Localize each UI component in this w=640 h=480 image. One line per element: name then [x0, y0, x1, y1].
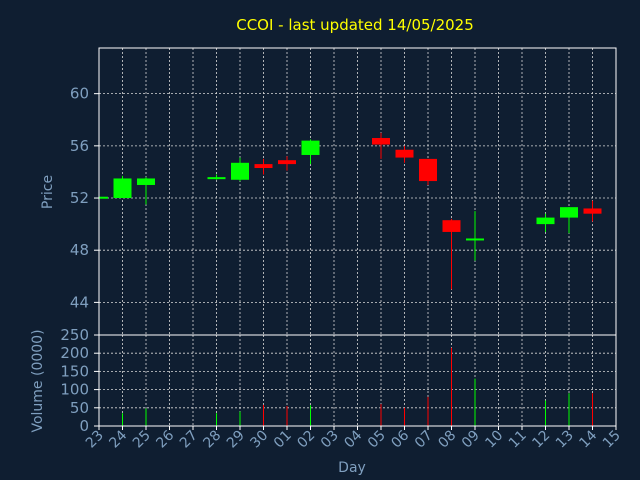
- x-tick-label: 01: [271, 428, 295, 452]
- candle-body: [536, 217, 555, 225]
- x-tick-label: 07: [412, 428, 436, 452]
- x-tick-label: 26: [153, 427, 177, 451]
- price-tick-label: 56: [70, 137, 89, 155]
- x-tick-label: 04: [341, 427, 365, 451]
- x-tick-label: 09: [459, 428, 483, 452]
- x-tick-label: 15: [600, 428, 624, 452]
- candle-body: [395, 149, 414, 158]
- candle-body: [99, 196, 108, 199]
- volume-tick-label: 200: [60, 344, 89, 362]
- candle-body: [466, 238, 484, 241]
- x-tick-label: 28: [200, 428, 224, 452]
- x-tick-label: 29: [224, 428, 248, 452]
- x-tick-label: 10: [482, 428, 506, 452]
- price-tick-label: 60: [70, 85, 89, 103]
- volume-tick-label: 250: [60, 326, 89, 344]
- volume-tick-label: 150: [60, 362, 89, 380]
- candle-body: [137, 178, 155, 185]
- candle-body: [419, 158, 437, 182]
- candle-body: [278, 160, 296, 165]
- candle-body: [583, 208, 602, 214]
- price-tick-label: 48: [70, 241, 89, 259]
- volume-tick-label: 50: [70, 399, 89, 417]
- price-tick-label: 44: [70, 293, 89, 311]
- price-tick-label: 52: [70, 189, 89, 207]
- volume-axis-label: Volume (0000): [30, 329, 46, 432]
- x-tick-label: 27: [177, 428, 201, 452]
- x-tick-label: 12: [529, 428, 553, 452]
- x-tick-label: 02: [294, 428, 318, 452]
- x-tick-label: 13: [553, 428, 577, 452]
- price-axis-label: Price: [40, 175, 56, 209]
- x-tick-label: 08: [435, 428, 459, 452]
- x-tick-label: 11: [506, 428, 530, 452]
- volume-tick-label: 100: [60, 381, 89, 399]
- candle-body: [560, 207, 578, 218]
- price-panel-frame: [98, 47, 617, 336]
- candle-body: [301, 140, 320, 155]
- x-tick-label: 05: [365, 428, 389, 452]
- volume-tick-label: 0: [79, 417, 89, 435]
- candle-body: [207, 177, 226, 180]
- candle-body: [442, 220, 461, 232]
- candle-body: [113, 178, 132, 199]
- x-tick-label: 30: [247, 428, 271, 452]
- candles-group: [99, 132, 602, 290]
- x-tick-label: 14: [576, 427, 600, 451]
- price-panel: 44 48 52 56 60: [70, 47, 617, 336]
- chart-title: CCOI - last updated 14/05/2025: [236, 16, 474, 34]
- x-tick-label: 03: [318, 428, 342, 452]
- candle-body: [254, 164, 273, 169]
- x-axis: 23 24 25 26 27 28 29 30 01 02 03 04 05 06 07 08 09 10 11 12…: [83, 426, 624, 451]
- x-tick-label: 24: [106, 427, 130, 451]
- x-axis-label: Day: [338, 460, 366, 476]
- candle-body: [231, 162, 249, 180]
- candle-body: [372, 138, 390, 145]
- x-tick-label: 06: [388, 427, 412, 451]
- x-tick-label: 25: [130, 428, 154, 452]
